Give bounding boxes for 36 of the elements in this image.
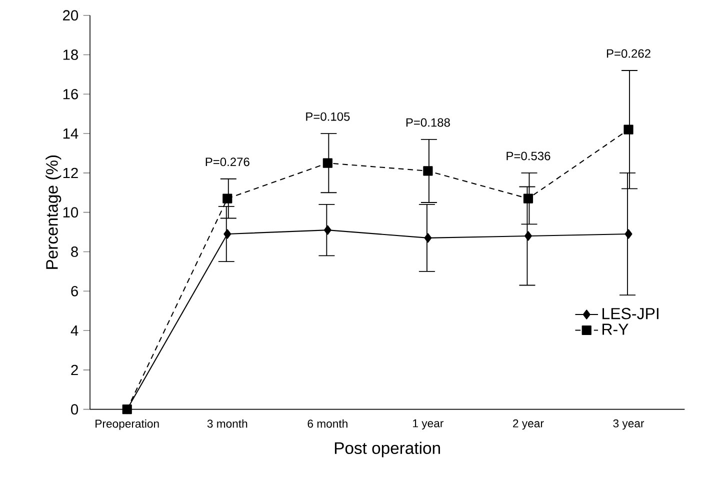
y-tick-label: 20 (63, 10, 78, 21)
legend-label: LES-JPI (602, 308, 658, 320)
y-tick-label: 10 (63, 207, 78, 218)
point (423, 166, 433, 176)
annotation: P=0.262 (606, 49, 650, 58)
point (322, 158, 332, 168)
point (624, 229, 632, 239)
x-tick-label: 1 year (413, 419, 444, 430)
x-axis-title: Post operation (334, 442, 440, 458)
point (523, 194, 534, 204)
y-tick-label: 4 (70, 326, 78, 336)
x-tick-label: 3 year (613, 419, 644, 430)
y-tick-label: 6 (71, 286, 78, 296)
point (224, 229, 232, 239)
y-tick-label: 0 (71, 404, 78, 415)
y-axis-title: Percentage (%) (46, 156, 62, 269)
x-tick-label: 6 month (308, 419, 348, 428)
annotation: P=0.536 (506, 152, 550, 160)
y-tick-label: 8 (71, 246, 78, 257)
y-tick-label: 2 (71, 364, 78, 376)
point (624, 124, 634, 134)
point (324, 225, 332, 235)
x-tick-label: 2 year (513, 419, 544, 430)
x-tick-label: Preoperation (96, 419, 159, 430)
annotation: P=0.276 (206, 158, 250, 166)
annotation: P=0.188 (406, 118, 450, 127)
x-tick-label: 3 month (207, 419, 248, 428)
y-tick-label: 14 (63, 128, 78, 139)
annotation: P=0.105 (306, 112, 350, 121)
point (424, 233, 432, 243)
y-tick-label: 16 (63, 88, 78, 100)
point (222, 194, 232, 204)
point (524, 231, 532, 241)
y-tick-label: 18 (63, 50, 78, 60)
legend-label: R-Y (602, 324, 628, 335)
y-tick-label: 12 (63, 168, 78, 178)
